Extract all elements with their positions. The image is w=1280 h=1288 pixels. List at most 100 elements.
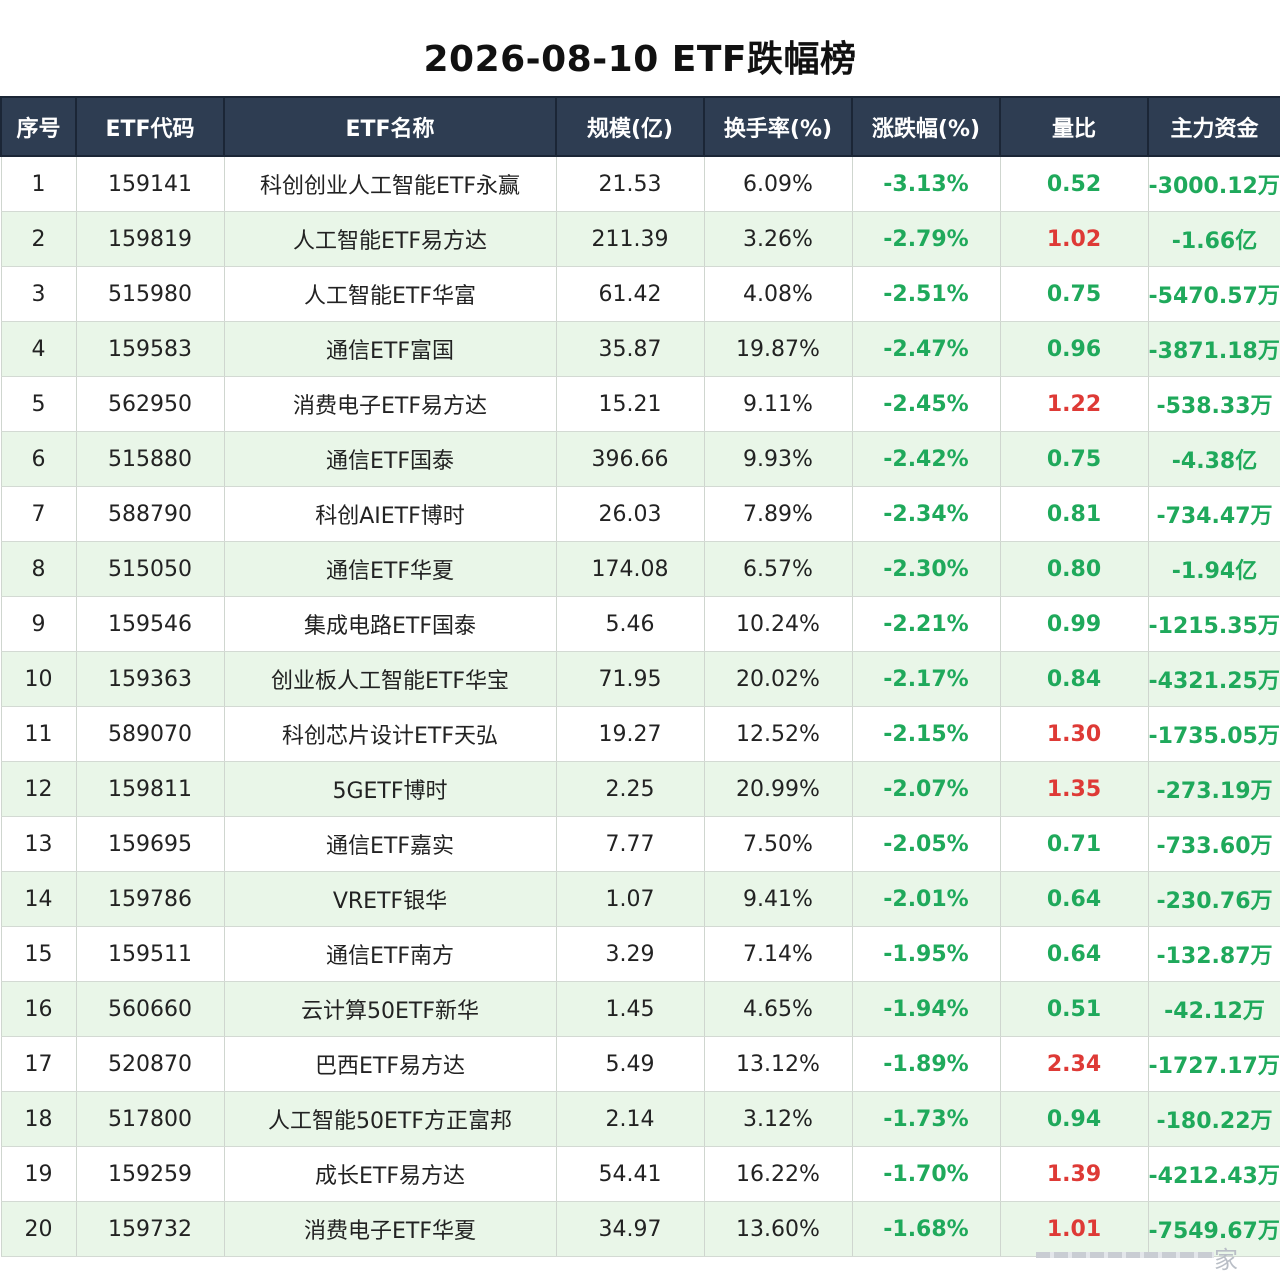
col-header-turnover[interactable]: 换手率(%) <box>703 96 853 157</box>
cell-rank: 16 <box>0 981 77 1037</box>
cell-volume-ratio: 0.75 <box>999 266 1149 322</box>
cell-change: -1.95% <box>851 926 1001 982</box>
cell-change: -2.45% <box>851 376 1001 432</box>
cell-main-flow: -1735.05万 <box>1147 706 1280 762</box>
table-row[interactable]: 11 589070 科创芯片设计ETF天弘 19.27 12.52% -2.15% 1.30… <box>0 706 1280 762</box>
cell-size: 71.95 <box>555 651 705 707</box>
cell-name: 集成电路ETF国泰 <box>223 596 557 652</box>
cell-volume-ratio: 1.01 <box>999 1201 1149 1257</box>
cell-change: -1.73% <box>851 1091 1001 1147</box>
cell-size: 396.66 <box>555 431 705 487</box>
cell-turnover: 9.11% <box>703 376 853 432</box>
cell-name: 消费电子ETF华夏 <box>223 1201 557 1257</box>
watermark: 家 <box>1036 1240 1280 1274</box>
cell-rank: 14 <box>0 871 77 927</box>
cell-code: 515880 <box>75 431 225 487</box>
cell-change: -3.13% <box>851 156 1001 212</box>
cell-code: 589070 <box>75 706 225 762</box>
cell-volume-ratio: 0.80 <box>999 541 1149 597</box>
cell-change: -2.30% <box>851 541 1001 597</box>
cell-change: -2.17% <box>851 651 1001 707</box>
cell-change: -2.21% <box>851 596 1001 652</box>
col-header-size[interactable]: 规模(亿) <box>555 96 705 157</box>
cell-rank: 13 <box>0 816 77 872</box>
col-header-main-flow[interactable]: 主力资金 <box>1147 96 1280 157</box>
cell-name: 消费电子ETF易方达 <box>223 376 557 432</box>
cell-name: 人工智能ETF易方达 <box>223 211 557 267</box>
cell-name: 云计算50ETF新华 <box>223 981 557 1037</box>
cell-change: -2.15% <box>851 706 1001 762</box>
cell-size: 19.27 <box>555 706 705 762</box>
cell-size: 5.49 <box>555 1036 705 1092</box>
cell-name: 科创AIETF博时 <box>223 486 557 542</box>
table-row[interactable]: 14 159786 VRETF银华 1.07 9.41% -2.01% 0.64 -230.7… <box>0 871 1280 927</box>
table-row[interactable]: 10 159363 创业板人工智能ETF华宝 71.95 20.02% -2.17% 0.8… <box>0 651 1280 707</box>
table-row[interactable]: 20 159732 消费电子ETF华夏 34.97 13.60% -1.68% 1.01 -7… <box>0 1201 1280 1257</box>
cell-main-flow: -1.66亿 <box>1147 211 1280 267</box>
table-row[interactable]: 18 517800 人工智能50ETF方正富邦 2.14 3.12% -1.73% 0.94… <box>0 1091 1280 1147</box>
table-row[interactable]: 8 515050 通信ETF华夏 174.08 6.57% -2.30% 0.80 -1.94… <box>0 541 1280 597</box>
cell-main-flow: -180.22万 <box>1147 1091 1280 1147</box>
cell-code: 515980 <box>75 266 225 322</box>
cell-volume-ratio: 0.71 <box>999 816 1149 872</box>
cell-code: 159583 <box>75 321 225 377</box>
table-row[interactable]: 9 159546 集成电路ETF国泰 5.46 10.24% -2.21% 0.99 -121… <box>0 596 1280 652</box>
cell-code: 520870 <box>75 1036 225 1092</box>
cell-size: 54.41 <box>555 1146 705 1202</box>
cell-rank: 19 <box>0 1146 77 1202</box>
cell-turnover: 3.12% <box>703 1091 853 1147</box>
etf-decline-table: 序号 ETF代码 ETF名称 规模(亿) 换手率(%) 涨跌幅(%) 量比 主力… <box>0 96 1280 1257</box>
table-row[interactable]: 16 560660 云计算50ETF新华 1.45 4.65% -1.94% 0.51 -42… <box>0 981 1280 1037</box>
col-header-rank[interactable]: 序号 <box>0 96 77 157</box>
cell-rank: 8 <box>0 541 77 597</box>
table-row[interactable]: 1 159141 科创创业人工智能ETF永赢 21.53 6.09% -3.13% 0.52… <box>0 156 1280 212</box>
col-header-volume-ratio[interactable]: 量比 <box>999 96 1149 157</box>
cell-volume-ratio: 0.64 <box>999 871 1149 927</box>
cell-turnover: 20.02% <box>703 651 853 707</box>
cell-volume-ratio: 0.51 <box>999 981 1149 1037</box>
cell-rank: 4 <box>0 321 77 377</box>
table-row[interactable]: 17 520870 巴西ETF易方达 5.49 13.12% -1.89% 2.34 -172… <box>0 1036 1280 1092</box>
cell-rank: 10 <box>0 651 77 707</box>
cell-turnover: 6.09% <box>703 156 853 212</box>
table-row[interactable]: 6 515880 通信ETF国泰 396.66 9.93% -2.42% 0.75 -4.38… <box>0 431 1280 487</box>
cell-volume-ratio: 0.96 <box>999 321 1149 377</box>
col-header-name[interactable]: ETF名称 <box>223 96 557 157</box>
table-row[interactable]: 7 588790 科创AIETF博时 26.03 7.89% -2.34% 0.81 -734… <box>0 486 1280 542</box>
table-row[interactable]: 3 515980 人工智能ETF华富 61.42 4.08% -2.51% 0.75 -547… <box>0 266 1280 322</box>
cell-name: 巴西ETF易方达 <box>223 1036 557 1092</box>
cell-main-flow: -42.12万 <box>1147 981 1280 1037</box>
cell-size: 26.03 <box>555 486 705 542</box>
cell-change: -1.89% <box>851 1036 1001 1092</box>
table-row[interactable]: 19 159259 成长ETF易方达 54.41 16.22% -1.70% 1.39 -42… <box>0 1146 1280 1202</box>
cell-size: 15.21 <box>555 376 705 432</box>
cell-rank: 20 <box>0 1201 77 1257</box>
cell-rank: 3 <box>0 266 77 322</box>
cell-name: 通信ETF国泰 <box>223 431 557 487</box>
cell-rank: 6 <box>0 431 77 487</box>
table-row[interactable]: 5 562950 消费电子ETF易方达 15.21 9.11% -2.45% 1.22 -53… <box>0 376 1280 432</box>
cell-main-flow: -1215.35万 <box>1147 596 1280 652</box>
cell-name: 创业板人工智能ETF华宝 <box>223 651 557 707</box>
col-header-change[interactable]: 涨跌幅(%) <box>851 96 1001 157</box>
col-header-code[interactable]: ETF代码 <box>75 96 225 157</box>
table-row[interactable]: 15 159511 通信ETF南方 3.29 7.14% -1.95% 0.64 -132.8… <box>0 926 1280 982</box>
table-row[interactable]: 13 159695 通信ETF嘉实 7.77 7.50% -2.05% 0.71 -733.6… <box>0 816 1280 872</box>
cell-turnover: 13.60% <box>703 1201 853 1257</box>
cell-change: -2.79% <box>851 211 1001 267</box>
cell-code: 159695 <box>75 816 225 872</box>
cell-main-flow: -273.19万 <box>1147 761 1280 817</box>
cell-main-flow: -132.87万 <box>1147 926 1280 982</box>
cell-volume-ratio: 0.75 <box>999 431 1149 487</box>
cell-volume-ratio: 1.39 <box>999 1146 1149 1202</box>
cell-main-flow: -4212.43万 <box>1147 1146 1280 1202</box>
cell-main-flow: -733.60万 <box>1147 816 1280 872</box>
cell-volume-ratio: 0.99 <box>999 596 1149 652</box>
cell-size: 2.14 <box>555 1091 705 1147</box>
cell-code: 159259 <box>75 1146 225 1202</box>
table-row[interactable]: 4 159583 通信ETF富国 35.87 19.87% -2.47% 0.96 -3871… <box>0 321 1280 377</box>
cell-turnover: 6.57% <box>703 541 853 597</box>
table-row[interactable]: 12 159811 5GETF博时 2.25 20.99% -2.07% 1.35 -273.… <box>0 761 1280 817</box>
cell-volume-ratio: 0.84 <box>999 651 1149 707</box>
table-row[interactable]: 2 159819 人工智能ETF易方达 211.39 3.26% -2.79% 1.02 -1… <box>0 211 1280 267</box>
